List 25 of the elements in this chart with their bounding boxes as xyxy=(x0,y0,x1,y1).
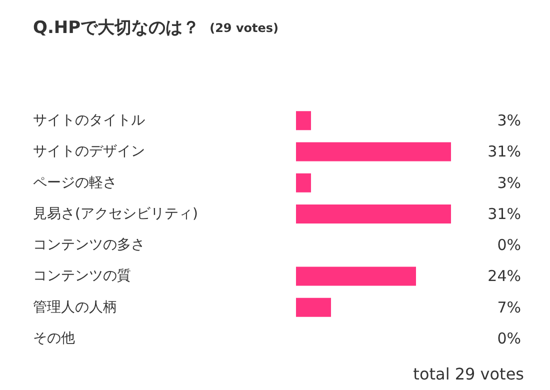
y-tick-label: 見易さ(アクセシビリティ) xyxy=(33,206,198,222)
data-label: 7% xyxy=(497,298,521,316)
data-label: 31% xyxy=(488,204,521,223)
data-label: 3% xyxy=(497,174,521,192)
y-tick-label: 管理人の人柄 xyxy=(33,299,117,316)
y-tick-label: ページの軽さ xyxy=(33,174,117,191)
bar xyxy=(296,266,416,286)
data-label: 0% xyxy=(497,329,521,348)
text: Q.HPで大切なのは？ xyxy=(33,18,200,38)
y-tick-label: コンテンツの多さ xyxy=(33,237,145,254)
y-tick-label: その他 xyxy=(33,330,75,346)
bar xyxy=(296,111,311,130)
data-label: 24% xyxy=(488,267,521,286)
bar xyxy=(296,204,451,224)
data-label: 0% xyxy=(497,236,521,254)
bar xyxy=(296,173,311,192)
bar xyxy=(296,142,451,162)
bar xyxy=(296,298,331,317)
y-tick-label: コンテンツの質 xyxy=(33,268,131,284)
data-label: 31% xyxy=(488,142,521,161)
y-tick-label: サイトのタイトル xyxy=(33,112,145,129)
data-label: 3% xyxy=(497,112,521,130)
chart-subtitle: (29 votes) xyxy=(210,21,279,35)
y-tick-label: サイトのデザイン xyxy=(33,144,145,160)
text: total 29 votes xyxy=(413,364,524,384)
